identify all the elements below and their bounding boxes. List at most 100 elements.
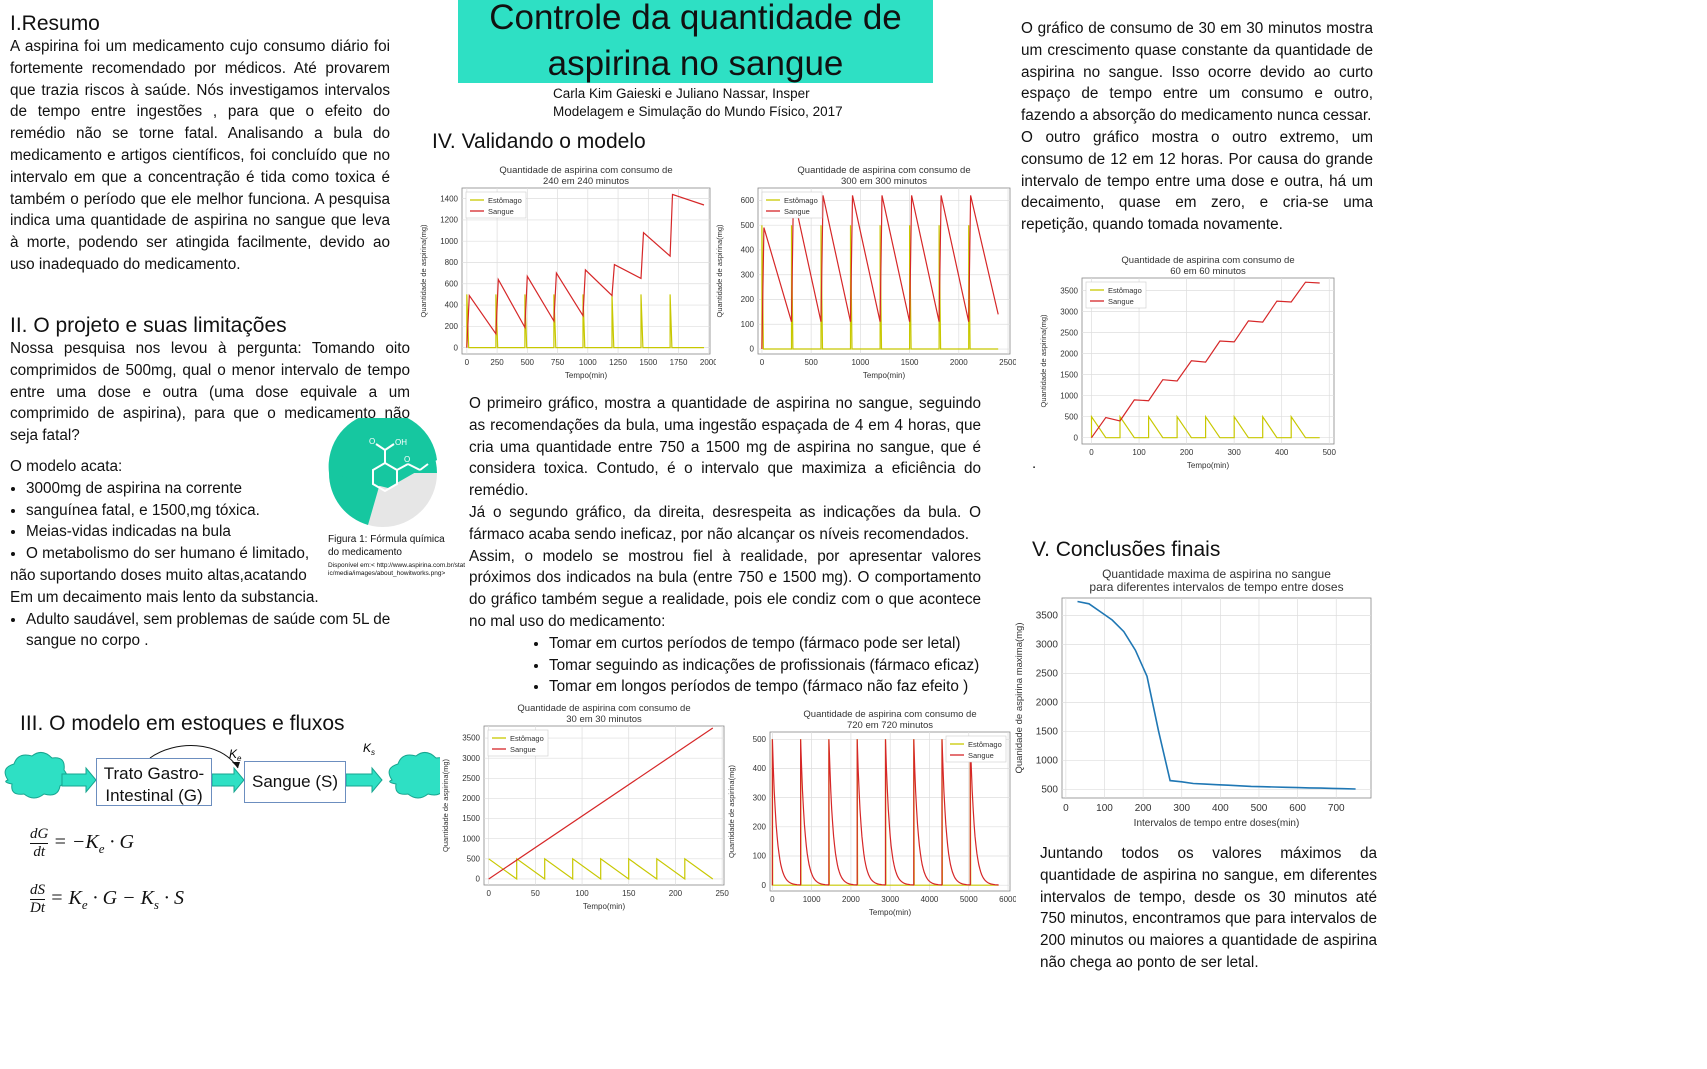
x-tick-label: 0 xyxy=(760,358,765,367)
flow-arrow-icon xyxy=(345,766,383,794)
series-line-Estômago xyxy=(466,294,704,349)
equation-dg: dG dt = −Ke · G xyxy=(30,826,134,861)
x-tick-label: 150 xyxy=(622,889,636,898)
authors-block: Carla Kim Gaieski e Juliano Nassar, Insp… xyxy=(553,85,843,121)
stock-gastro: Trato Gastro-Intestinal (G) xyxy=(96,758,212,806)
stock-label: Trato Gastro-Intestinal (G) xyxy=(103,764,205,805)
y-tick-label: 1500 xyxy=(1036,727,1059,738)
chart-title: Quantidade de aspirina com consumo de xyxy=(499,165,672,176)
list-item: Tomar em curtos períodos de tempo (fárma… xyxy=(549,633,981,655)
legend-box xyxy=(945,735,1007,763)
legend-entry: Estômago xyxy=(488,196,522,205)
series-line-Sangue xyxy=(466,193,705,348)
y-tick-label: 2000 xyxy=(462,794,480,803)
x-tick-label: 1500 xyxy=(639,358,657,367)
paragraph: O gráfico de consumo de 30 em 30 minutos… xyxy=(1021,20,1373,125)
legend-entry: Estômago xyxy=(1108,286,1142,295)
y-axis-label: Quantidade de aspirina(mg) xyxy=(441,759,450,852)
legend-box xyxy=(761,191,823,219)
x-tick-label: 300 xyxy=(1173,803,1190,814)
eq-den: Dt xyxy=(30,900,45,916)
eq-sub: s xyxy=(153,897,159,913)
eq-end: · G xyxy=(109,831,134,854)
x-tick-label: 400 xyxy=(1275,448,1289,457)
y-tick-label: 3000 xyxy=(462,754,480,763)
section-title: I.Resumo xyxy=(10,12,100,35)
validation-text: O primeiro gráfico, mostra a quantidade … xyxy=(469,393,981,698)
y-tick-label: 800 xyxy=(445,258,459,267)
x-tick-label: 0 xyxy=(486,889,491,898)
series-line-Sangue xyxy=(1091,281,1320,439)
plot-area xyxy=(1061,597,1372,799)
oh-label: OH xyxy=(395,438,407,447)
section-title: III. O modelo em estoques e fluxos xyxy=(20,712,345,735)
y-tick-label: 2500 xyxy=(462,774,480,783)
y-axis-label: Quantidade de aspirina(mg) xyxy=(727,765,736,858)
series-line-Sangue xyxy=(761,195,999,350)
y-axis-label: Quantidade de aspirina(mg) xyxy=(1039,314,1048,407)
chart-60: Quantidade de aspirina com consumo de60 … xyxy=(1039,255,1337,470)
x-tick-label: 0 xyxy=(770,895,775,904)
x-tick-label: 250 xyxy=(490,358,504,367)
y-tick-label: 3500 xyxy=(462,734,480,743)
chart-title: Quantidade de aspirina com consumo de xyxy=(803,709,976,720)
title-banner: Controle da quantidade de aspirina no sa… xyxy=(458,0,933,83)
y-tick-label: 400 xyxy=(753,764,767,773)
y-tick-label: 0 xyxy=(762,881,767,890)
x-tick-label: 3000 xyxy=(881,895,899,904)
paragraph: Já o segundo gráfico, da direita, desres… xyxy=(469,503,981,543)
section-text: A aspirina foi um medicamento cujo consu… xyxy=(10,38,390,273)
x-tick-label: 2000 xyxy=(842,895,860,904)
legend-entry: Sangue xyxy=(510,745,536,754)
x-axis-label: Tempo(min) xyxy=(565,371,608,380)
y-tick-label: 1000 xyxy=(1036,756,1059,767)
list-item: Tomar seguindo as indicações de profissi… xyxy=(549,655,981,677)
assumption-list-2: Adulto saudável, sem problemas de saúde … xyxy=(10,609,396,653)
x-tick-label: 200 xyxy=(1135,803,1152,814)
y-axis-label: Quantidade de aspirina(mg) xyxy=(419,224,428,317)
figure-source: Disponível em:< http://www.aspirina.com.… xyxy=(328,562,466,577)
x-tick-label: 100 xyxy=(1132,448,1146,457)
chart-title: Quantidade de aspirina com consumo de xyxy=(1121,255,1294,266)
x-tick-label: 500 xyxy=(1323,448,1337,457)
y-tick-label: 500 xyxy=(1065,412,1079,421)
x-tick-label: 1750 xyxy=(670,358,688,367)
x-axis-label: Tempo(min) xyxy=(869,908,912,917)
paragraph: O outro gráfico mostra o outro extremo, … xyxy=(1021,128,1373,234)
list-item: O metabolismo do ser humano é limitado, xyxy=(26,543,330,565)
section-conclusoes: V. Conclusões finais xyxy=(1032,538,1220,562)
eq-num: dG xyxy=(30,826,49,844)
figure-caption: Figura 1: Fórmula química do medicamento xyxy=(328,534,445,558)
chart-title: Quantidade maxima de aspirina no sangue xyxy=(1102,567,1331,581)
x-tick-label: 2500 xyxy=(999,358,1016,367)
chart-30: Quantidade de aspirina com consumo de30 … xyxy=(441,703,729,911)
list-item: Meias-vidas indicadas na bula xyxy=(26,521,330,543)
y-tick-label: 600 xyxy=(741,196,755,205)
chart-max: Quantidade maxima de aspirina no sanguep… xyxy=(1014,567,1372,829)
y-tick-label: 1400 xyxy=(440,194,458,203)
y-tick-label: 1000 xyxy=(462,834,480,843)
x-tick-label: 0 xyxy=(465,358,470,367)
eq-rhs: = −K xyxy=(53,831,99,854)
y-tick-label: 600 xyxy=(445,279,459,288)
y-tick-label: 300 xyxy=(753,793,767,802)
series-line-Estômago xyxy=(1090,414,1320,439)
series-line-Sangue xyxy=(488,727,714,880)
section-resumo: I.Resumo A aspirina foi um medicamento c… xyxy=(10,12,390,276)
y-tick-label: 200 xyxy=(741,295,755,304)
y-tick-label: 500 xyxy=(741,221,755,230)
oh-label: O xyxy=(369,437,375,446)
x-tick-label: 500 xyxy=(521,358,535,367)
x-tick-label: 600 xyxy=(1289,803,1306,814)
eq-sub: e xyxy=(81,897,88,913)
chart-title: 240 em 240 minutos xyxy=(543,176,629,187)
legend-entry: Estômago xyxy=(784,196,818,205)
series-line-Estômago xyxy=(761,225,999,350)
x-axis-label: Tempo(min) xyxy=(1187,461,1230,470)
list-item: 3000mg de aspirina na corrente xyxy=(26,478,330,500)
legend-entry: Estômago xyxy=(968,740,1002,749)
y-tick-label: 0 xyxy=(476,875,481,884)
x-tick-label: 250 xyxy=(715,889,729,898)
chart-title: para diferentes intervalos de tempo entr… xyxy=(1089,580,1343,594)
x-tick-label: 300 xyxy=(1227,448,1241,457)
